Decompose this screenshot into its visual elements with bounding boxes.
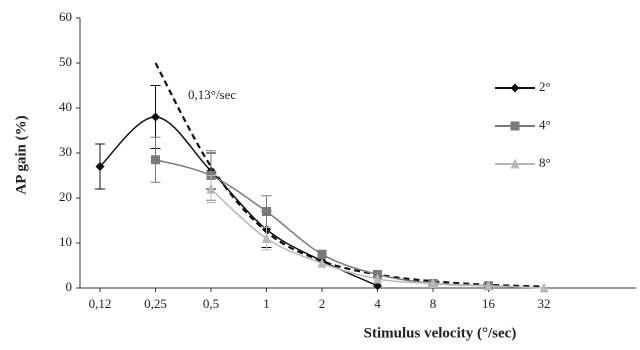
- marker: [428, 278, 438, 288]
- y-tick-label: 40: [59, 99, 72, 114]
- marker: [262, 207, 271, 216]
- marker: [317, 257, 327, 268]
- y-tick-label: 10: [59, 234, 72, 249]
- marker: [151, 112, 160, 122]
- x-tick-label: 0,25: [144, 296, 167, 311]
- x-tick-label: 8: [430, 296, 437, 311]
- legend-label: 8°: [539, 155, 551, 170]
- x-tick-label: 2: [319, 296, 326, 311]
- legend-label: 4°: [539, 117, 551, 132]
- marker: [95, 162, 105, 171]
- legend-label: 2°: [539, 79, 551, 94]
- y-tick-label: 60: [59, 9, 72, 24]
- y-tick-label: 50: [59, 54, 72, 69]
- y-tick-label: 0: [66, 279, 73, 294]
- marker: [373, 273, 382, 284]
- marker: [510, 158, 520, 169]
- x-tick-label: 0,5: [203, 296, 219, 311]
- y-tick-label: 20: [59, 189, 72, 204]
- marker: [151, 155, 160, 165]
- marker: [510, 121, 520, 131]
- x-tick-label: 32: [538, 296, 551, 311]
- model-curve: [154, 62, 545, 288]
- marker: [317, 249, 327, 259]
- marker: [206, 183, 216, 194]
- x-tick-label: 0,12: [89, 296, 112, 311]
- marker: [484, 280, 493, 291]
- marker: [510, 83, 520, 93]
- model-label: 0,13°/sec: [188, 87, 236, 102]
- y-axis-label: AP gain (%): [13, 115, 29, 194]
- x-tick-label: 16: [482, 296, 496, 311]
- x-axis-label: Stimulus velocity (°/sec): [364, 325, 517, 341]
- x-tick-label: 1: [263, 296, 270, 311]
- x-tick-label: 4: [374, 296, 381, 311]
- marker: [539, 282, 549, 293]
- y-tick-label: 30: [59, 144, 72, 159]
- marker: [262, 233, 271, 243]
